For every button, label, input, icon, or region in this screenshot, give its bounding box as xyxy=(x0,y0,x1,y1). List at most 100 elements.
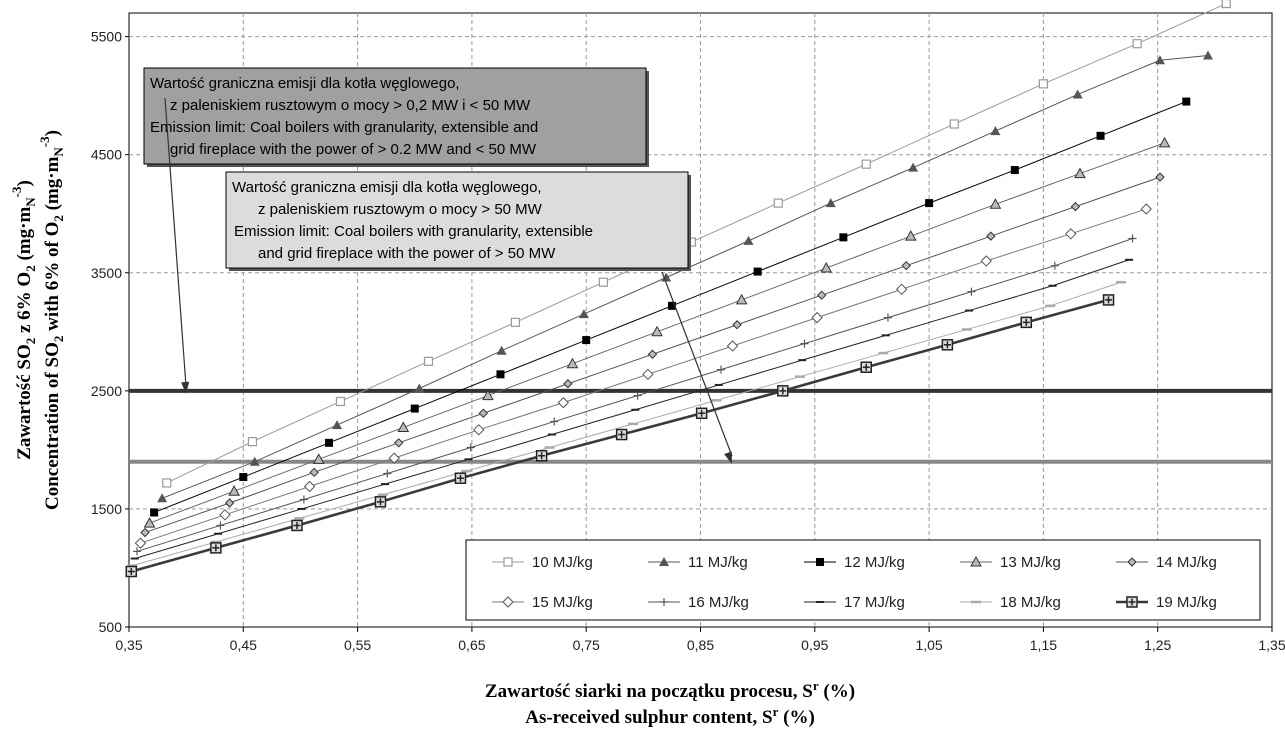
data-point xyxy=(861,159,871,169)
data-point xyxy=(566,357,579,369)
data-point xyxy=(510,317,520,327)
legend-item: 15 MJ/kg xyxy=(492,594,593,611)
data-point xyxy=(820,262,833,273)
x-tick-label: 0,55 xyxy=(344,637,371,653)
x-tick-label: 0,75 xyxy=(573,637,600,653)
data-point xyxy=(967,287,976,296)
data-point xyxy=(239,473,248,482)
data-point xyxy=(397,421,410,432)
annotation-box-2: Wartość graniczna emisji dla kotła węglo… xyxy=(225,171,733,464)
data-point xyxy=(633,391,642,400)
legend-label: 13 MJ/kg xyxy=(1000,554,1061,571)
legend-item: 11 MJ/kg xyxy=(648,554,748,571)
data-point xyxy=(895,283,908,296)
data-point xyxy=(496,370,505,379)
data-point xyxy=(1155,172,1165,182)
data-point xyxy=(478,408,489,418)
data-point xyxy=(291,519,303,532)
data-point xyxy=(582,336,591,345)
data-point xyxy=(1128,234,1137,243)
data-point xyxy=(717,365,726,374)
y-axis-title-line2: Concentration of SO2 with 6% of O2 (mg·m… xyxy=(37,130,66,510)
x-axis-title-suffix: (%) xyxy=(819,681,855,702)
annotation-line: z paleniskiem rusztowym o mocy > 0,2 MW … xyxy=(170,97,531,114)
data-point xyxy=(735,293,748,305)
data-point xyxy=(816,290,827,300)
legend-label: 17 MJ/kg xyxy=(844,594,905,611)
data-point xyxy=(811,311,823,324)
x-tick-label: 0,85 xyxy=(687,637,714,653)
x-tick-label: 1,35 xyxy=(1258,637,1285,653)
legend-item: 16 MJ/kg xyxy=(648,594,749,611)
series-line xyxy=(161,55,1209,499)
x-axis-title-sup: r xyxy=(813,678,819,693)
x-axis-title-sup-2: r xyxy=(773,704,779,719)
y-tick-label: 4500 xyxy=(91,147,122,163)
data-point xyxy=(563,379,573,389)
data-point xyxy=(598,277,608,287)
series-4 xyxy=(143,136,1171,528)
x-tick-label: 1,15 xyxy=(1030,637,1057,653)
data-point xyxy=(860,361,872,373)
annotation-line: z paleniskiem rusztowym o mocy > 50 MW xyxy=(258,201,543,218)
data-point xyxy=(374,496,387,508)
data-point xyxy=(667,301,676,310)
data-point xyxy=(249,456,260,466)
data-point xyxy=(143,517,156,528)
data-point xyxy=(1096,131,1105,140)
data-point xyxy=(309,467,319,478)
data-point xyxy=(1020,316,1033,329)
data-point xyxy=(383,469,392,478)
legend-marker xyxy=(1126,596,1138,608)
y-axis-title-line1: Zawartość SO2 z 6% O2 (mg·mN-3) xyxy=(9,180,38,460)
x-axis-title-line1: Zawartość siarki na początku procesu, Sr… xyxy=(485,678,855,702)
data-point xyxy=(732,320,742,330)
legend-label: 19 MJ/kg xyxy=(1156,594,1217,611)
data-point xyxy=(332,420,343,430)
axis-ticks: 0,35 0,45 0,55 0,65 0,75 0,85 0,95 1,05 1,15 1,25… xyxy=(91,29,1285,653)
data-point xyxy=(150,508,159,517)
data-point xyxy=(1182,97,1191,106)
data-point xyxy=(901,260,911,271)
x-tick-label: 0,45 xyxy=(230,637,257,653)
data-point xyxy=(1140,203,1152,215)
data-point xyxy=(941,339,954,351)
data-point xyxy=(949,119,959,129)
legend: 10 MJ/kg 11 MJ/kg 12 MJ/kg 13 MJ/kg 14 MJ/kg… xyxy=(465,539,1261,621)
data-point xyxy=(839,233,848,242)
x-axis-title-line2: As-received sulphur content, Sr (%) xyxy=(525,704,815,728)
legend-item: 12 MJ/kg xyxy=(804,554,905,571)
series-7 xyxy=(133,234,1137,556)
x-tick-label: 0,65 xyxy=(458,637,485,653)
data-point xyxy=(883,313,892,322)
data-point xyxy=(414,383,425,393)
data-point xyxy=(1132,39,1142,49)
x-tick-label: 1,05 xyxy=(915,637,942,653)
annotation-line: Emission limit: Coal boilers with granul… xyxy=(234,223,593,240)
data-point xyxy=(695,407,708,420)
legend-label: 15 MJ/kg xyxy=(532,594,593,611)
series-2 xyxy=(157,50,1213,503)
data-point xyxy=(904,230,917,241)
legend-marker xyxy=(502,596,514,608)
legend-marker xyxy=(660,598,668,606)
data-point xyxy=(550,417,559,426)
data-point xyxy=(219,509,231,521)
annotation-background xyxy=(143,67,647,165)
legend-item: 18 MJ/kg xyxy=(960,594,1061,611)
data-point xyxy=(642,368,654,381)
legend-marker xyxy=(503,557,513,567)
data-point xyxy=(557,396,570,409)
data-point xyxy=(1154,55,1165,65)
data-point xyxy=(1038,79,1049,89)
data-point xyxy=(410,404,419,413)
x-tick-label: 1,25 xyxy=(1144,637,1171,653)
legend-label: 10 MJ/kg xyxy=(532,554,593,571)
x-tick-label: 0,95 xyxy=(801,637,828,653)
annotation-background xyxy=(225,171,689,269)
data-point xyxy=(454,472,467,484)
data-point xyxy=(210,542,222,554)
y-tick-label: 500 xyxy=(99,619,123,635)
legend-label: 18 MJ/kg xyxy=(1000,594,1061,611)
